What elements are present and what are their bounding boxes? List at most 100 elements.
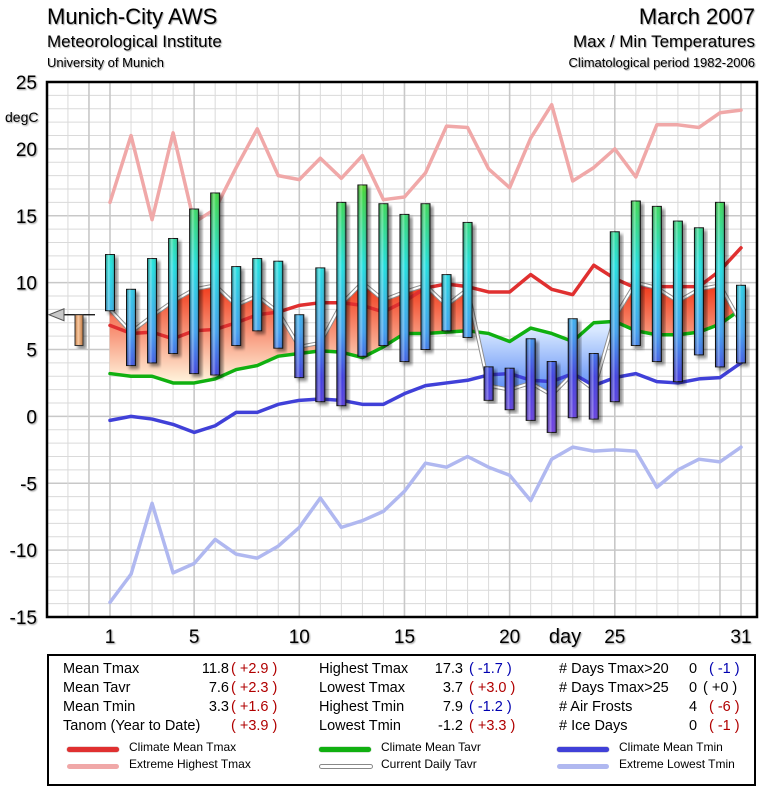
legend-label: Current Daily Tavr [381, 757, 477, 771]
stat-label: # Ice Days [559, 718, 628, 734]
x-tick-label: 10 [289, 627, 310, 648]
stat-value: 0 [689, 718, 698, 734]
day-bar-shine [189, 209, 199, 374]
day-bar-shine [442, 274, 452, 331]
legend-label: Climate Mean Tavr [381, 740, 481, 754]
day-bar [336, 201, 347, 407]
day-bar [210, 192, 221, 376]
day-bar [441, 274, 452, 332]
plot-frame [45, 80, 759, 619]
day-bar [483, 366, 494, 401]
day-bar-shine [294, 314, 304, 378]
day-bar-shine [484, 366, 494, 401]
station-title: Munich-City AWS [47, 4, 218, 29]
legend-swatch-climate-mean-tavr [319, 747, 371, 752]
stat-value: 0 [689, 680, 698, 696]
day-bar-shine [715, 202, 725, 367]
day-bar-shine [231, 266, 241, 346]
stat-value: 7.9 [442, 699, 463, 715]
day-bar-shine [168, 238, 178, 354]
day-bar [504, 367, 515, 411]
stat-anomaly: ( +2.9 ) [231, 661, 278, 677]
stat-value: 0 [689, 661, 698, 677]
day-bar [189, 208, 200, 375]
stat-value: 3.3 [208, 699, 229, 715]
x-tick-label: 25 [604, 627, 625, 648]
chart-legend: Climate Mean Tmax Extreme Highest Tmax C… [47, 737, 756, 786]
stat-anomaly: ( -1 ) [709, 718, 740, 734]
stat-value: -1.2 [438, 718, 463, 734]
day-bar-shine [399, 214, 409, 362]
day-bar [588, 353, 599, 420]
y-axis-label: degC [5, 109, 38, 125]
stat-label: Highest Tmax [319, 661, 409, 677]
y-axis-ticks: 25 20 15 10 5 0 -5 -10 -15 [10, 73, 37, 629]
stat-value: 3.7 [442, 680, 463, 696]
day-bar [126, 288, 137, 367]
tavr-anomaly-marker-bar [74, 314, 84, 346]
day-bar-shine [126, 289, 136, 366]
day-bar [609, 231, 620, 403]
day-bar [231, 266, 242, 346]
day-bar [546, 361, 557, 433]
day-bar-shine [736, 285, 746, 363]
day-bar-shine [463, 222, 473, 338]
daily-bars [105, 184, 746, 433]
stat-anomaly: ( -1.2 ) [469, 699, 512, 715]
day-bar-shine [694, 227, 704, 355]
day-bar-shine [336, 202, 346, 406]
legend-label: Extreme Lowest Tmin [619, 757, 735, 771]
day-bar [672, 220, 683, 383]
day-bar [399, 213, 410, 363]
stat-label: Lowest Tmax [319, 680, 405, 696]
day-bar-shine [547, 361, 557, 433]
day-bar-shine [105, 254, 115, 311]
stat-anomaly: ( -1 ) [709, 661, 740, 677]
stat-anomaly: ( +2.3 ) [231, 680, 278, 696]
x-tick-label: 20 [499, 627, 520, 648]
stat-anomaly: ( -6 ) [709, 699, 740, 715]
stat-value: 7.6 [208, 680, 229, 696]
day-bar-shine [505, 368, 515, 410]
period-title: Climatological period 1982-2006 [568, 55, 755, 70]
statistics-panel: Mean Tmax 11.8 ( +2.9 ) Mean Tavr 7.6 ( … [47, 654, 756, 739]
day-bar-shine [652, 206, 662, 362]
stat-anomaly: ( +0 ) [703, 680, 738, 696]
legend-label: Climate Mean Tmin [619, 740, 723, 754]
y-tick-label: 25 [16, 73, 37, 94]
day-bar [273, 260, 284, 349]
day-bar-shine [526, 338, 536, 421]
legend-label: Extreme Highest Tmax [129, 757, 251, 771]
day-bar [693, 227, 704, 356]
stat-label: Highest Tmin [319, 699, 405, 715]
day-bar [252, 258, 263, 332]
stat-label: Lowest Tmin [319, 718, 401, 734]
day-bar-shine [210, 193, 220, 375]
day-bar-shine [357, 184, 367, 357]
stat-label: # Days Tmax>20 [559, 661, 669, 677]
legend-swatch-climate-mean-tmin [557, 747, 609, 752]
stat-label: Mean Tmax [63, 661, 140, 677]
stat-label: # Air Frosts [559, 699, 633, 715]
day-bar [294, 314, 305, 379]
y-tick-label: 15 [16, 207, 37, 228]
x-axis-ticks: 1 5 10 15 20 25 31 [105, 627, 752, 648]
climate-mean-tmin-line [108, 361, 743, 435]
day-bar [357, 184, 368, 357]
x-tick-label: 15 [394, 627, 415, 648]
extreme-lowest-tmin-line [108, 445, 743, 605]
y-tick-label: 10 [16, 274, 37, 295]
x-tick-label: 1 [105, 627, 116, 648]
day-bar-shine [568, 318, 578, 418]
stat-label: Mean Tavr [63, 680, 131, 696]
day-bar-shine [378, 203, 388, 346]
stat-label: Tanom (Year to Date) [63, 718, 201, 734]
y-tick-label: -5 [20, 474, 37, 495]
stat-value: 17.3 [434, 661, 463, 677]
stat-value: 4 [689, 699, 698, 715]
institute-title: Meteorological Institute [47, 32, 222, 51]
y-tick-label: -10 [10, 541, 37, 562]
day-bar [630, 200, 641, 346]
stat-anomaly: ( +3.3 ) [469, 718, 516, 734]
